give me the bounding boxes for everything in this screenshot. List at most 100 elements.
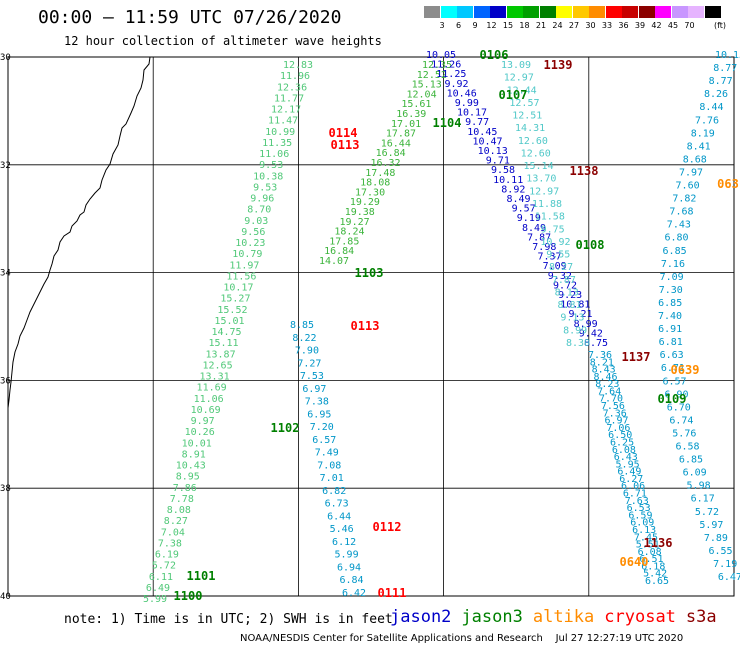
wave-height-label: 6.81 [659, 337, 683, 348]
footer-note: note: 1) Time is in UTC; 2) SWH is in fe… [64, 612, 393, 627]
wave-height-label: 7.27 [297, 358, 321, 369]
track-labels: 12.8311.9612.3611.7712.1711.4710.9911.35… [143, 50, 740, 605]
wave-height-label: 19.29 [350, 197, 380, 208]
wave-height-label: 5.72 [152, 561, 176, 572]
wave-height-label: 6.09 [630, 518, 654, 529]
wave-height-label: 14.07 [319, 256, 349, 267]
wave-height-label: 7.76 [695, 115, 719, 126]
wave-height-label: 6.18 [641, 561, 665, 572]
wave-height-label: 12.97 [504, 73, 534, 84]
wave-height-label: 9.53 [253, 182, 277, 193]
color-swatch [605, 6, 622, 18]
wave-height-label: 13.87 [205, 349, 235, 360]
legend-item-altika: altika [532, 607, 595, 627]
color-swatch [671, 6, 688, 18]
wave-height-label: 6.82 [322, 486, 346, 497]
wave-height-label: 15.14 [523, 161, 553, 172]
wave-height-label: 8.44 [699, 102, 723, 113]
color-swatch [688, 6, 704, 18]
wave-height-label: 17.87 [386, 129, 416, 140]
wave-height-label: 6.94 [337, 562, 361, 573]
wave-height-label: 8.81 [557, 300, 581, 311]
color-scale-label: 24 [552, 21, 563, 30]
wave-height-label: 6.74 [669, 415, 693, 426]
wave-height-label: 7.64 [597, 386, 621, 397]
wave-height-label: 11.26 [431, 60, 461, 71]
wave-height-label: 8.91 [182, 449, 206, 460]
wave-height-label: 15.27 [220, 294, 250, 305]
wave-height-label: 5.99 [335, 550, 359, 561]
wave-height-label: 9.03 [244, 216, 268, 227]
wave-height-label: 7.87 [527, 232, 551, 243]
wave-height-label: 8.27 [164, 516, 188, 527]
wave-height-label: 6.13 [632, 525, 656, 536]
wave-height-label: 7.82 [672, 194, 696, 205]
wave-height-label: 6.65 [645, 576, 669, 587]
pass-time-label: 1103 [355, 266, 384, 280]
wave-height-label: 6.09 [683, 468, 707, 479]
latitude-tick-label: 32 [0, 161, 11, 171]
color-scale-label: 6 [455, 21, 462, 30]
wave-height-label: 8.43 [592, 365, 616, 376]
footer-credit: NOAA/NESDIS Center for Satellite Applica… [240, 633, 684, 644]
wave-height-label: 15.52 [217, 305, 247, 316]
wave-height-label: 17.85 [329, 236, 359, 247]
wave-height-label: 7.36 [603, 408, 627, 419]
tick-labels: 150153156159162165303234363840 [0, 53, 11, 602]
wave-height-label: 6.59 [628, 510, 652, 521]
wave-height-label: 8.70 [247, 205, 271, 216]
color-swatch [556, 6, 572, 18]
wave-height-label: 11.96 [280, 71, 310, 82]
pass-time-label: 1104 [433, 116, 462, 130]
wave-height-label: 9.55 [546, 250, 570, 261]
wave-height-label: 12.60 [521, 148, 551, 159]
wave-height-label: 10.38 [253, 171, 283, 182]
wave-height-label: 10.47 [472, 136, 502, 147]
wave-height-label: 9.71 [486, 156, 510, 167]
wave-height-label: 12.60 [518, 136, 548, 147]
wave-height-label: 7.63 [625, 496, 649, 507]
pass-time-label: 1101 [187, 569, 216, 583]
pass-time-label: 0106 [480, 48, 509, 62]
wave-height-label: 8.49 [506, 194, 530, 205]
color-scale-label: 21 [535, 21, 547, 30]
wave-height-label: 9.19 [517, 213, 541, 224]
wave-height-label: 16.39 [396, 109, 426, 120]
wave-height-label: 5.97 [699, 520, 723, 531]
wave-height-label: 7.36 [588, 350, 612, 361]
color-scale-unit: (ft) [714, 21, 727, 30]
wave-height-label: 7.45 [634, 532, 658, 543]
wave-height-label: 12.52 [417, 70, 447, 81]
wave-height-label: 11.69 [197, 383, 227, 394]
time-labels: 0106113901071104011401131138010811030113… [174, 48, 739, 603]
color-scale-label: 70 [684, 21, 695, 30]
wave-height-label: 6.42 [342, 588, 366, 599]
color-swatch [490, 6, 506, 18]
wave-height-label: 8.23 [595, 379, 619, 390]
wave-height-label: 6.97 [605, 416, 629, 427]
wave-height-label: 10.17 [223, 283, 253, 294]
wave-height-label: 8.21 [590, 357, 614, 368]
wave-height-label: 8.22 [292, 333, 316, 344]
wave-height-label: 11.88 [532, 199, 562, 210]
wave-height-label: 11.58 [535, 212, 565, 223]
color-swatch [506, 6, 523, 18]
wave-height-label: 6.53 [627, 503, 651, 514]
wave-height-label: 12.44 [507, 85, 537, 96]
wave-height-label: 6.06 [621, 481, 645, 492]
pass-time-label: 0109 [658, 392, 687, 406]
wave-height-label: 8.99 [563, 325, 587, 336]
wave-height-label: 7.68 [669, 207, 693, 218]
pass-time-label: 0640 [620, 555, 649, 569]
wave-height-label: 7.06 [606, 423, 630, 434]
wave-height-label: 8.75 [584, 338, 608, 349]
pass-time-label: 1138 [570, 164, 599, 178]
pass-time-label: 1136 [644, 536, 673, 550]
wave-height-label: 10.11 [493, 175, 523, 186]
wave-height-label: 6.44 [327, 511, 351, 522]
color-scale-label: 15 [502, 21, 514, 30]
color-scale-label: 36 [618, 21, 629, 30]
wave-height-label: 9.97 [191, 416, 215, 427]
wave-height-label: 12.51 [512, 111, 542, 122]
wave-height-label: 7.38 [158, 538, 182, 549]
